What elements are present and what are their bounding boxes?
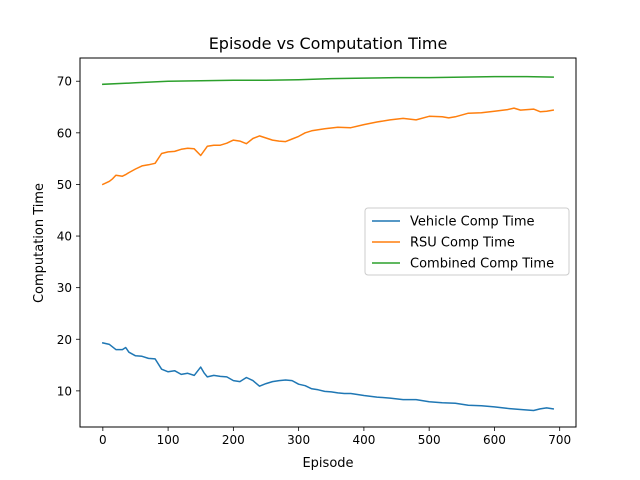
series-line-0	[101, 342, 555, 412]
legend-label-1: RSU Comp Time	[410, 236, 515, 251]
x-tick-label-7: 700	[548, 433, 571, 447]
x-tick-label-1: 100	[157, 433, 180, 447]
x-tick-label-5: 500	[418, 433, 441, 447]
x-ticks: 0 100 200 300 400 500 600 700	[99, 427, 571, 447]
x-tick-label-0: 0	[99, 433, 107, 447]
x-tick-label-3: 300	[287, 433, 310, 447]
x-tick-label-6: 600	[483, 433, 506, 447]
series-line-2	[102, 75, 554, 86]
y-tick-label-5: 60	[57, 126, 72, 140]
axes-frame	[79, 57, 577, 428]
y-tick-label-6: 70	[57, 75, 72, 89]
x-axis-label: Episode	[302, 456, 353, 471]
legend: Vehicle Comp Time RSU Comp Time Combined C…	[364, 207, 570, 276]
y-axis-label: Computation Time	[32, 183, 47, 303]
y-tick-label-0: 10	[57, 384, 72, 398]
series-layer	[101, 75, 555, 412]
y-tick-label-4: 50	[57, 178, 72, 192]
legend-label-2: Combined Comp Time	[410, 257, 554, 272]
legend-label-0: Vehicle Comp Time	[410, 215, 535, 230]
y-tick-label-2: 30	[57, 281, 72, 295]
y-ticks: 10 20 30 40 50 60 70	[57, 75, 80, 398]
plot-area: 0 100 200 300 400 500 600 700 10 20 30 40 50 60 70	[57, 57, 577, 447]
legend-box	[364, 207, 570, 276]
series-line-1	[101, 107, 555, 186]
chart-title: Episode vs Computation Time	[209, 34, 448, 53]
y-tick-label-3: 40	[57, 230, 72, 244]
y-tick-label-1: 20	[57, 333, 72, 347]
x-tick-label-2: 200	[222, 433, 245, 447]
x-tick-label-4: 400	[352, 433, 375, 447]
